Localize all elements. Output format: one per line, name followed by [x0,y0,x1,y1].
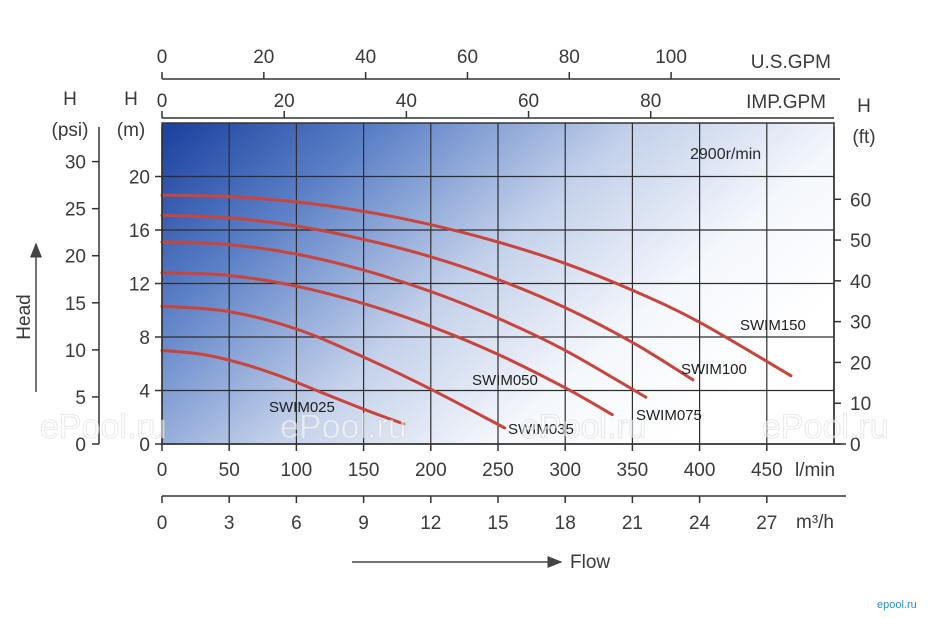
tick-label: 20 [850,353,871,374]
tick-label: 450 [751,460,783,481]
tick-label: 9 [358,513,369,534]
series-line-swim075 [160,240,648,399]
tick-label: 10 [65,341,86,362]
series-line-swim100 [160,213,695,382]
tick-label: 20 [65,247,86,268]
tick-label: 0 [850,435,861,456]
x-axis-label: Flow [570,552,610,573]
tick-label: 40 [850,272,871,293]
series-label-swim150: SWIM150 [740,317,806,334]
tick-label: 24 [689,513,711,534]
y-unit-ft-top: H [857,96,871,117]
tick-label: 12 [420,513,441,534]
tick-label: 0 [157,513,168,534]
axis-psi: 0 5 10 15 20 25 30 [65,127,100,456]
tick-label: 15 [65,294,86,315]
grid [162,123,834,444]
tick-label: 10 [850,394,871,415]
curve-labels: SWIM025 SWIM035 SWIM050 SWIM075 SWIM100 SWIM1… [269,317,806,438]
tick-label: 18 [555,513,576,534]
tick-label: 16 [129,221,150,242]
tick-label: 50 [850,231,871,252]
tick-label: 5 [75,388,86,409]
tick-label: 100 [281,460,313,481]
axis-ft: 0 10 20 30 40 50 60 [833,127,871,456]
speed-label: 2900r/min [690,146,761,163]
tick-label: 50 [219,460,240,481]
x-unit-imp-gpm: IMP.GPM [746,92,826,113]
series-line-swim035 [160,304,507,430]
tick-label: 8 [139,328,150,349]
tick-label: 80 [559,47,580,68]
series-label-swim075: SWIM075 [636,407,702,424]
axis-us-gpm: 0 20 40 60 80 100 [157,47,840,80]
tick-label: 6 [291,513,302,534]
series-line-swim025 [160,348,406,426]
tick-label: 0 [75,435,86,456]
tick-label: 40 [355,47,376,68]
series-label-swim035: SWIM035 [508,421,574,438]
x-unit-m3-h: m³/h [796,512,834,533]
y-unit-m-bottom: (m) [117,120,145,141]
tick-label: 400 [684,460,716,481]
series-label-swim100: SWIM100 [681,361,747,378]
y-unit-m-top: H [124,89,138,110]
series-label-swim050: SWIM050 [472,372,538,389]
tick-label: 15 [487,513,508,534]
site-logo: epool.ru [877,599,917,611]
watermark: ePool.ru [280,408,407,446]
tick-label: 12 [129,275,150,296]
watermark: ePool.ru [520,408,647,446]
axis-m: 0 4 8 12 16 20 [129,127,163,456]
tick-label: 200 [415,460,447,481]
x-unit-us-gpm: U.S.GPM [751,52,831,73]
tick-label: 150 [348,460,380,481]
tick-label: 30 [65,153,86,174]
tick-label: 20 [274,91,295,112]
tick-label: 27 [756,513,777,534]
y-unit-psi-top: H [63,89,77,110]
y-unit-psi-bottom: (psi) [52,120,89,141]
curves [160,193,793,430]
tick-label: 0 [157,460,168,481]
tick-label: 0 [157,47,168,68]
series-line-swim150 [160,193,793,378]
tick-label: 0 [157,91,168,112]
tick-label: 60 [850,190,871,211]
tick-label: 30 [850,313,871,334]
tick-label: 250 [482,460,514,481]
tick-label: 3 [224,513,235,534]
tick-label: 0 [139,435,150,456]
tick-label: 60 [518,91,539,112]
tick-label: 4 [139,382,150,403]
watermark: ePool.ru [40,408,167,446]
tick-label: 40 [396,91,417,112]
y-axis-label: Head [14,294,35,339]
axis-l-min: 0 50 100 150 200 250 300 350 400 450 [157,443,846,481]
axis-m3-h: 0 3 6 9 12 15 18 21 24 27 [157,495,846,534]
tick-label: 80 [640,91,661,112]
tick-label: 60 [457,47,478,68]
tick-label: 25 [65,200,86,221]
tick-label: 100 [655,47,687,68]
x-unit-l-min: l/min [795,460,835,481]
tick-label: 350 [617,460,649,481]
tick-label: 20 [129,168,150,189]
series-label-swim025: SWIM025 [269,399,335,416]
axis-imp-gpm: 0 20 40 60 80 [157,91,834,119]
watermark: ePool.ru [762,408,889,446]
tick-label: 21 [622,513,643,534]
series-line-swim050 [160,271,614,417]
y-unit-ft-bottom: (ft) [852,127,875,148]
tick-label: 20 [253,47,274,68]
tick-label: 300 [549,460,581,481]
